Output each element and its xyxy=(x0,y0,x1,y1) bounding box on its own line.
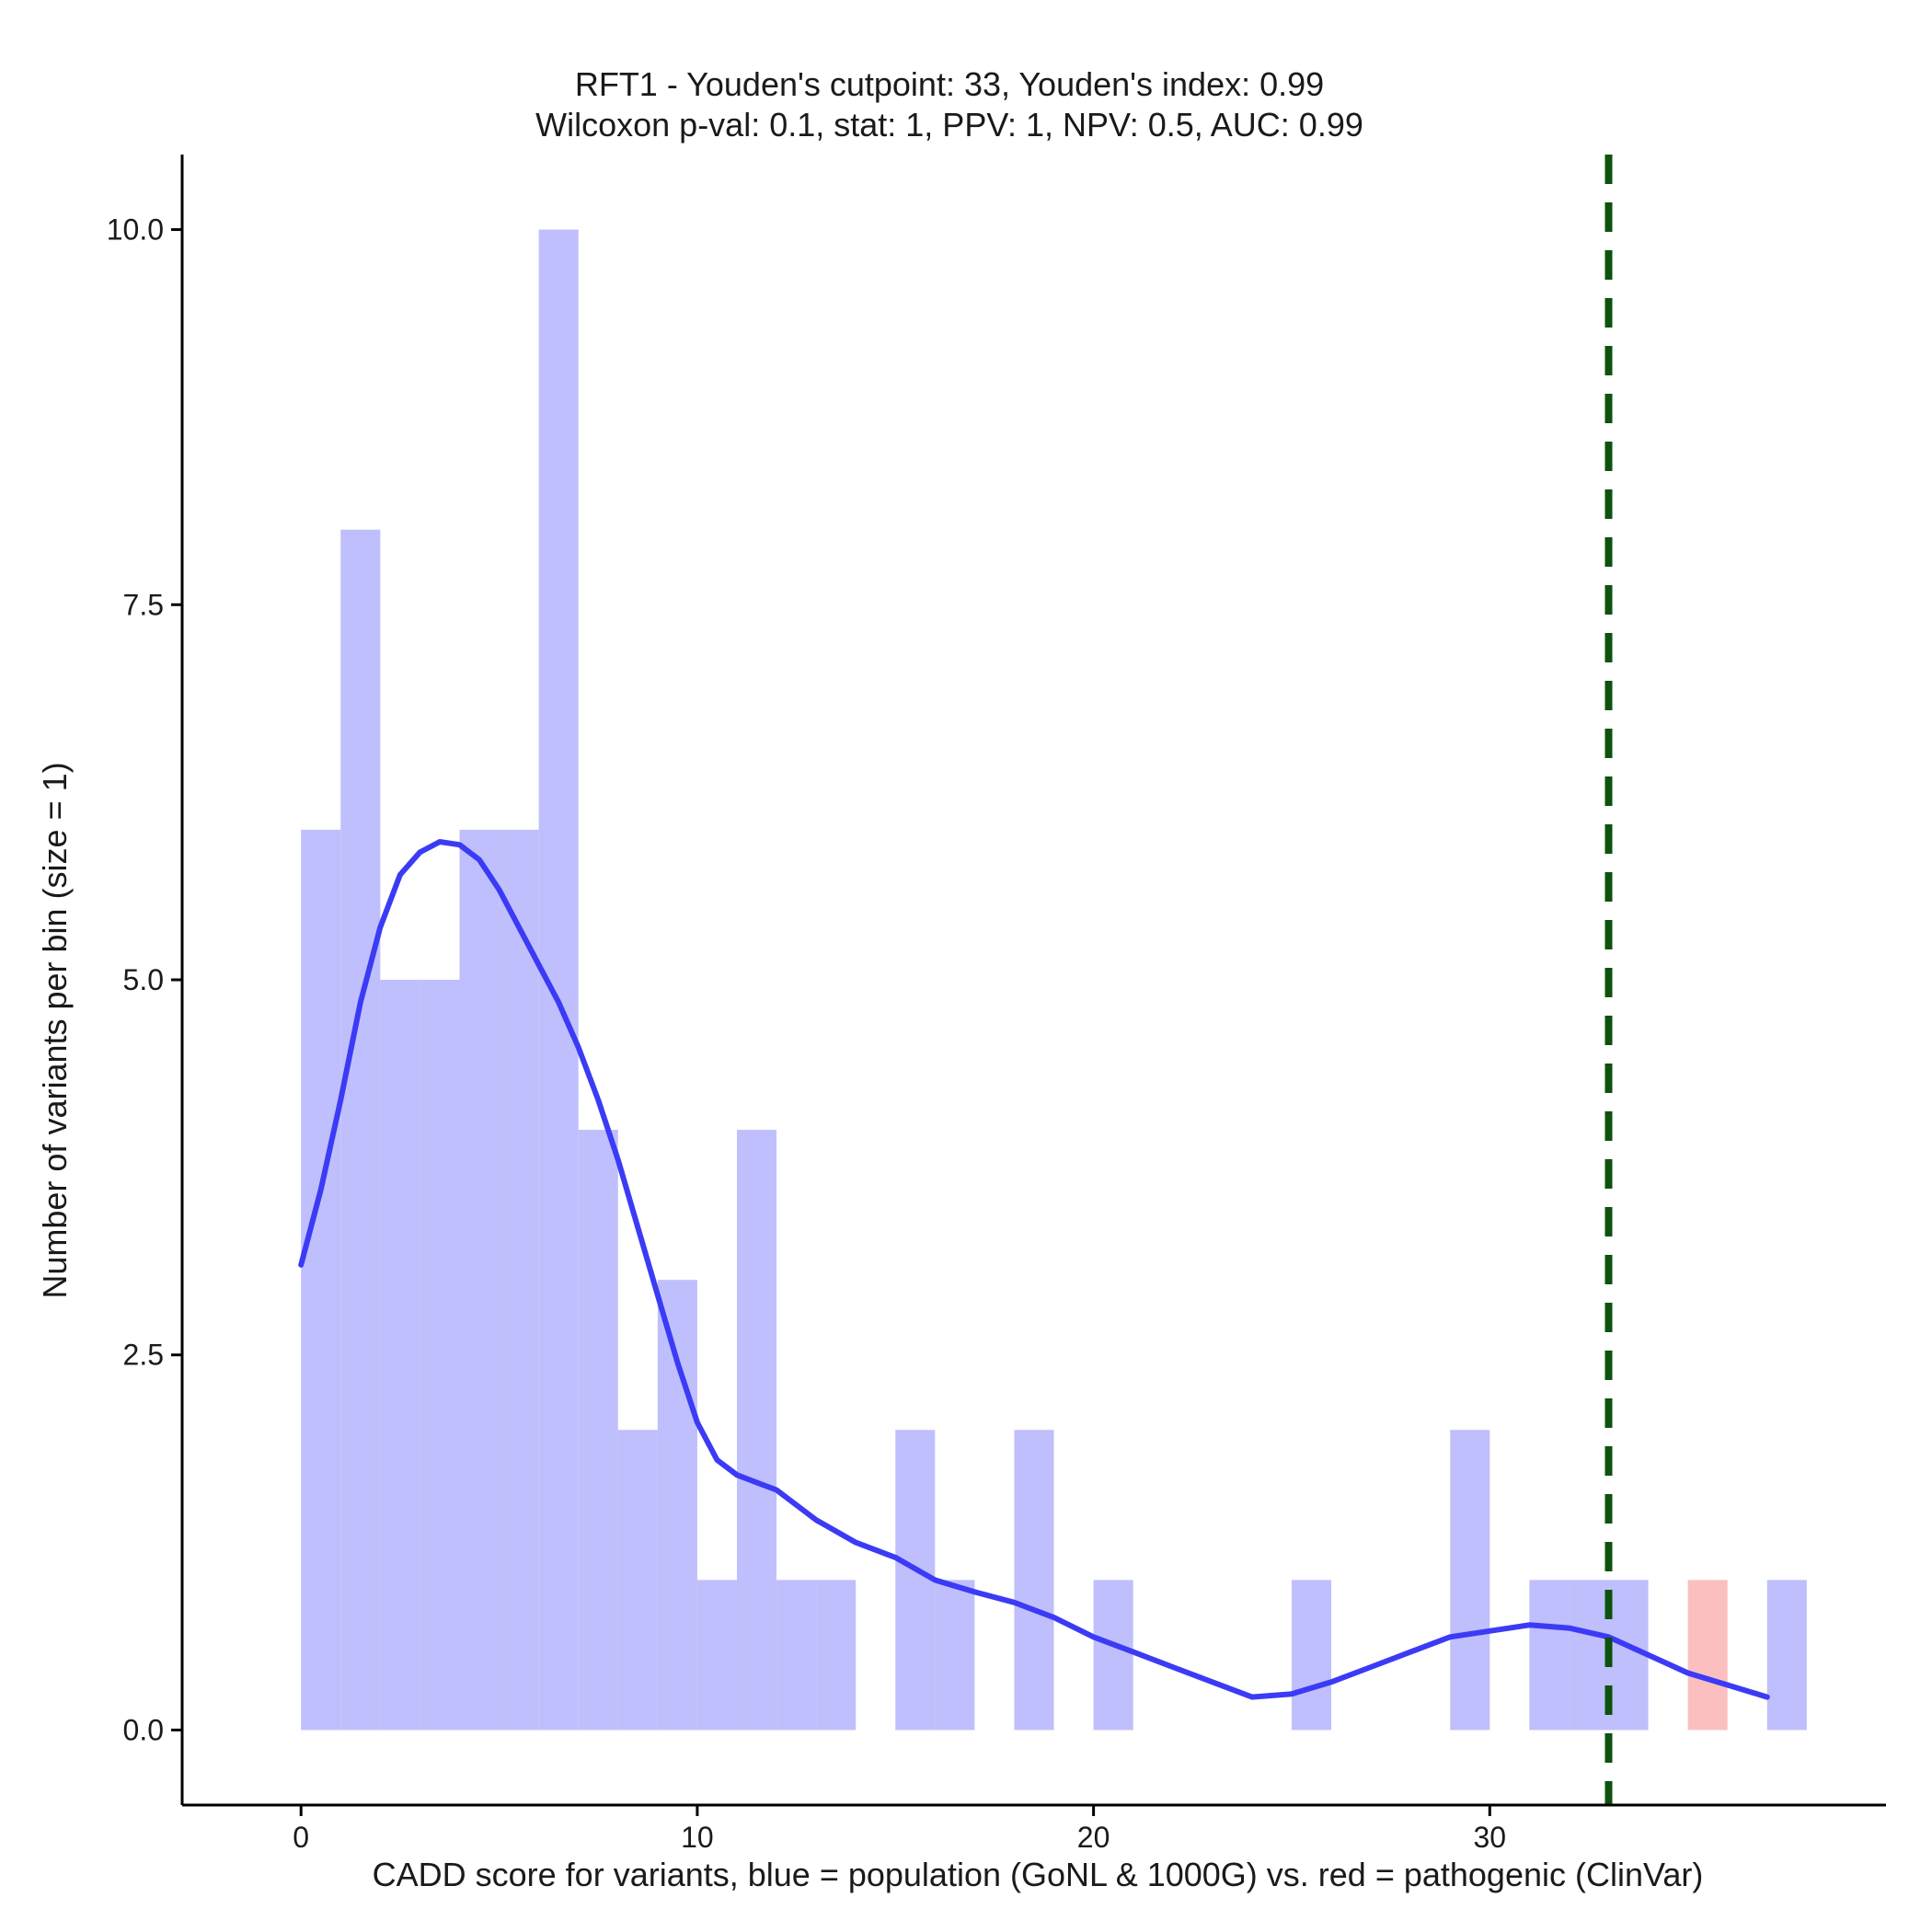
population-bar xyxy=(499,829,539,1731)
y-tick-label: 0.0 xyxy=(123,1713,164,1746)
population-bar xyxy=(420,980,460,1731)
y-axis-ticks: 0.0 2.5 5.0 7.5 10.0 xyxy=(107,213,182,1746)
population-bar xyxy=(657,1280,697,1731)
population-bar xyxy=(459,829,500,1731)
y-tick-label: 10.0 xyxy=(107,213,164,247)
y-tick-label: 7.5 xyxy=(123,588,164,621)
chart-title-line-1: RFT1 - Youden's cutpoint: 33, Youden's i… xyxy=(575,65,1324,103)
population-bar xyxy=(380,980,420,1731)
population-bar xyxy=(301,829,341,1731)
population-bar xyxy=(1291,1580,1332,1731)
population-bar xyxy=(1450,1430,1490,1731)
population-bar xyxy=(736,1130,777,1731)
population-bar xyxy=(1093,1580,1133,1731)
density-curve xyxy=(298,839,1770,1700)
pathogenic-bars xyxy=(1687,1580,1728,1731)
population-bar xyxy=(340,529,381,1731)
population-bar xyxy=(1766,1580,1807,1731)
population-bar xyxy=(696,1580,737,1731)
population-bar xyxy=(578,1130,618,1731)
x-tick-label: 10 xyxy=(681,1821,714,1854)
y-axis-label: Number of variants per bin (size = 1) xyxy=(36,762,74,1298)
pathogenic-bar xyxy=(1687,1580,1728,1731)
x-tick-label: 0 xyxy=(293,1821,309,1854)
y-tick-label: 5.0 xyxy=(123,963,164,996)
population-bar xyxy=(617,1430,658,1731)
x-axis-label: CADD score for variants, blue = populati… xyxy=(373,1856,1704,1893)
x-tick-label: 30 xyxy=(1474,1821,1507,1854)
population-bar xyxy=(776,1580,817,1731)
population-bar xyxy=(816,1580,857,1731)
population-bar xyxy=(895,1430,936,1731)
population-bars xyxy=(301,229,1807,1731)
population-bar xyxy=(1569,1580,1609,1731)
population-bar xyxy=(1014,1430,1054,1731)
x-tick-label: 20 xyxy=(1077,1821,1110,1854)
population-bar xyxy=(935,1580,975,1731)
chart-title-line-2: Wilcoxon p-val: 0.1, stat: 1, PPV: 1, NP… xyxy=(535,106,1363,144)
population-bar xyxy=(1529,1580,1570,1731)
x-axis-ticks: 0 10 20 30 xyxy=(293,1805,1506,1854)
y-tick-label: 2.5 xyxy=(123,1339,164,1372)
